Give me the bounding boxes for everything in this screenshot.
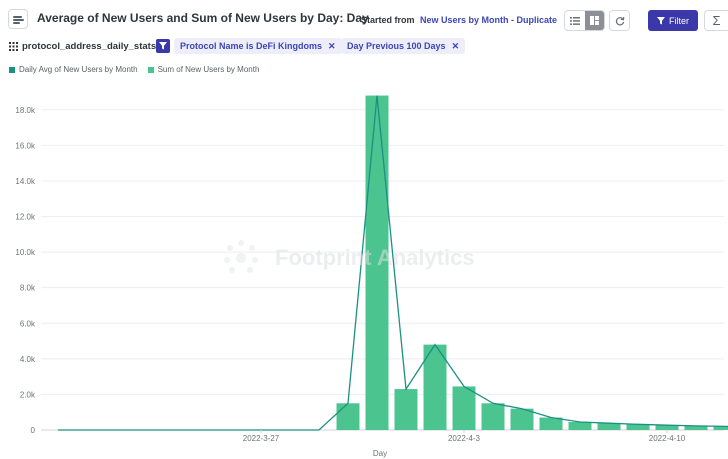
- list-icon: [569, 16, 580, 25]
- y-tick-label: 10.0k: [15, 248, 36, 257]
- y-tick-label: 14.0k: [15, 177, 36, 186]
- bar: [510, 408, 534, 430]
- bar: [713, 426, 728, 430]
- remove-filter-icon[interactable]: ✕: [451, 40, 460, 51]
- funnel-icon: [159, 42, 167, 50]
- dashboard-icon: [589, 16, 599, 25]
- chart-view-button[interactable]: [584, 11, 604, 30]
- started-from: Started from New Users by Month - Duplic…: [361, 15, 557, 25]
- bar: [684, 425, 708, 430]
- y-tick-label: 4.0k: [20, 355, 36, 364]
- menu-icon: [13, 16, 22, 18]
- table-grid-icon: [9, 42, 18, 51]
- y-tick-label: 12.0k: [15, 213, 36, 222]
- bar: [423, 344, 447, 430]
- legend-item-sum[interactable]: Sum of New Users by Month: [147, 65, 260, 74]
- table-view-button[interactable]: [565, 11, 585, 30]
- menu-icon-line: [13, 19, 24, 21]
- refresh-icon: [615, 16, 624, 25]
- x-axis-title: Day: [373, 449, 387, 458]
- summarize-button[interactable]: Σ: [704, 10, 728, 31]
- legend-swatch: [9, 66, 15, 73]
- legend-item-avg[interactable]: Daily Avg of New Users by Month: [9, 65, 138, 74]
- bar: [568, 421, 592, 430]
- bar: [452, 386, 476, 430]
- y-tick-label: 18.0k: [15, 106, 36, 115]
- line-series: [58, 95, 728, 431]
- dataset-name: protocol_address_daily_stats: [22, 41, 157, 52]
- sidebar-toggle-button[interactable]: [8, 9, 28, 29]
- bar: [597, 423, 621, 430]
- bar: [336, 403, 360, 430]
- chart-header: Average of New Users and Sum of New User…: [0, 0, 728, 40]
- bar: [394, 389, 418, 430]
- filter-chip-day[interactable]: Day Previous 100 Days ✕: [341, 38, 466, 54]
- bar: [365, 95, 389, 430]
- y-tick-label: 16.0k: [15, 141, 36, 150]
- sigma-icon: Σ: [712, 13, 721, 28]
- y-tick-label: 8.0k: [20, 284, 36, 293]
- refresh-button[interactable]: [609, 10, 630, 31]
- filter-chip-label: Protocol Name is DeFi Kingdoms: [180, 41, 323, 51]
- chart-title: Average of New Users and Sum of New User…: [37, 11, 369, 25]
- footprint-logo-icon: [224, 240, 258, 273]
- filter-button[interactable]: Filter: [648, 10, 698, 31]
- filter-chip-protocol[interactable]: Protocol Name is DeFi Kingdoms ✕: [174, 38, 342, 54]
- bar: [655, 425, 679, 430]
- legend-label: Daily Avg of New Users by Month: [19, 65, 138, 74]
- legend-label: Sum of New Users by Month: [157, 65, 260, 74]
- started-from-label: Started from: [361, 15, 415, 25]
- remove-filter-icon[interactable]: ✕: [328, 40, 336, 51]
- bar: [626, 424, 650, 430]
- watermark: Footprint Analytics: [219, 238, 475, 278]
- legend-swatch: [147, 66, 154, 73]
- filter-button-label: Filter: [669, 15, 689, 26]
- watermark-text: Footprint Analytics: [275, 245, 475, 270]
- x-tick-label: 2022-4-10: [649, 434, 686, 443]
- filter-chip-label: Day Previous 100 Days: [347, 41, 446, 51]
- filter-toggle-button[interactable]: [156, 39, 170, 53]
- bar: [481, 403, 505, 430]
- bar: [539, 417, 563, 430]
- dataset-source[interactable]: protocol_address_daily_stats: [9, 41, 156, 52]
- x-tick-label: 2022-3-27: [243, 434, 280, 443]
- menu-icon-line: [13, 22, 20, 24]
- y-tick-label: 0: [31, 426, 36, 435]
- source-question-link[interactable]: New Users by Month - Duplicate: [420, 15, 558, 25]
- y-tick-label: 2.0k: [20, 390, 36, 399]
- y-tick-label: 6.0k: [20, 319, 36, 328]
- x-tick-label: 2022-4-3: [448, 434, 481, 443]
- funnel-icon: [657, 16, 665, 24]
- chart-legend: Daily Avg of New Users by Month Sum of N…: [9, 65, 259, 74]
- filter-bar: protocol_address_daily_stats Protocol Na…: [0, 38, 728, 56]
- view-toggle: [564, 10, 605, 31]
